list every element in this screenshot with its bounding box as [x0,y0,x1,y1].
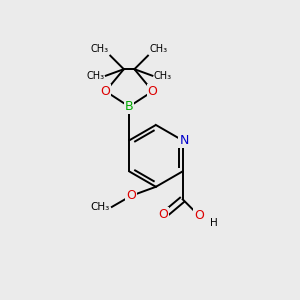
Text: O: O [100,85,110,98]
Text: CH₃: CH₃ [90,202,110,212]
Text: O: O [148,85,158,98]
Text: CH₃: CH₃ [91,44,109,54]
Text: B: B [125,100,134,113]
Text: CH₃: CH₃ [86,71,104,81]
Text: O: O [194,209,204,223]
Text: O: O [126,189,136,203]
Text: CH₃: CH₃ [154,71,172,81]
Text: H: H [210,218,218,228]
Text: O: O [158,208,168,221]
Text: CH₃: CH₃ [149,44,167,54]
Text: N: N [179,134,189,147]
